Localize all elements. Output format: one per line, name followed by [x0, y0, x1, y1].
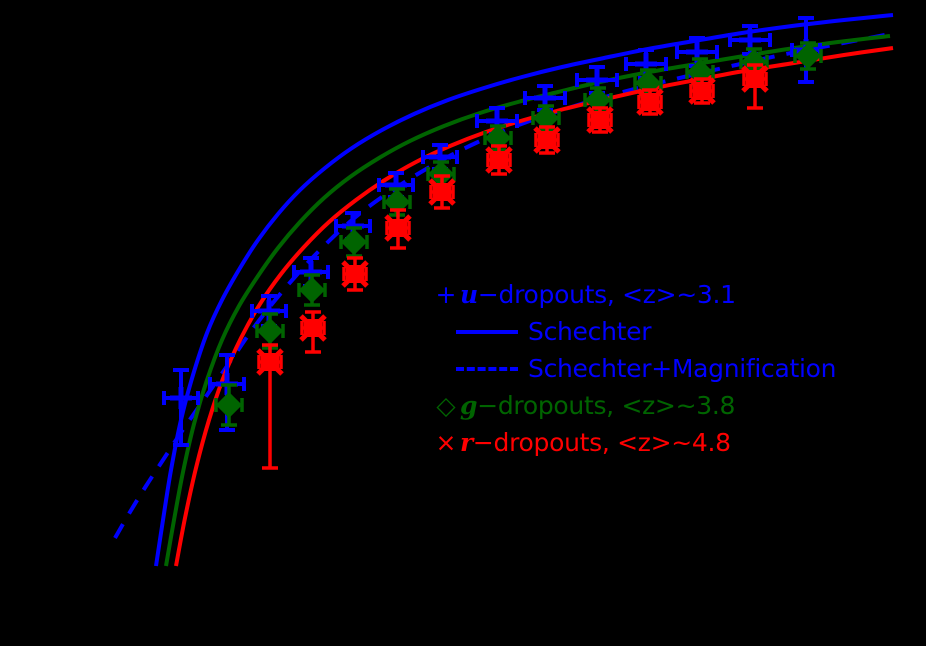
legend-text-g: −dropouts, <z>~3.8	[477, 391, 736, 420]
marker-cross	[688, 77, 716, 105]
legend-item-schechter-magnification[interactable]: Schechter+Magnification	[432, 350, 902, 387]
legend-item-g-dropouts[interactable]: ◇ g−dropouts, <z>~3.8	[432, 387, 902, 424]
legend-label-g-dropouts: g−dropouts, <z>~3.8	[460, 393, 735, 418]
marker-diamond	[794, 42, 822, 70]
legend-item-r-dropouts[interactable]: × r−dropouts, <z>~4.8	[432, 424, 902, 461]
solid-line-icon	[456, 329, 518, 334]
legend-symbol-r: r	[460, 428, 473, 457]
marker-cross	[485, 146, 513, 174]
diamond-icon: ◇	[436, 391, 456, 420]
marker-diamond	[340, 228, 368, 256]
marker-cross	[256, 348, 284, 376]
series-diamond	[214, 41, 823, 427]
marker-cross	[533, 126, 561, 154]
legend-text-r: −dropouts, <z>~4.8	[472, 428, 731, 457]
plus-icon: +	[435, 280, 457, 309]
legend-item-u-dropouts[interactable]: + u−dropouts, <z>~3.1	[432, 276, 902, 313]
curve-solid	[154, 13, 894, 567]
legend-label-schechter-magnification: Schechter+Magnification	[528, 354, 837, 383]
legend: + u−dropouts, <z>~3.1 Schechter Schechte…	[432, 276, 902, 461]
legend-label-u-dropouts: u−dropouts, <z>~3.1	[460, 282, 736, 307]
marker-diamond	[256, 317, 284, 345]
marker-diamond	[215, 391, 243, 419]
marker-diamond	[298, 276, 326, 304]
dashed-line-icon	[456, 366, 518, 371]
marker-cross	[741, 65, 769, 93]
marker-cross	[428, 178, 456, 206]
marker-cross	[384, 214, 412, 242]
series-cross-square	[256, 63, 769, 470]
legend-symbol-u: u	[460, 280, 478, 309]
legend-item-schechter[interactable]: Schechter	[432, 313, 902, 350]
legend-label-r-dropouts: r−dropouts, <z>~4.8	[460, 430, 731, 455]
marker-cross	[299, 314, 327, 342]
legend-label-schechter: Schechter	[528, 317, 652, 346]
legend-symbol-g: g	[460, 391, 478, 420]
marker-cross	[341, 260, 369, 288]
cross-icon: ×	[435, 428, 457, 457]
legend-text-u: −dropouts, <z>~3.1	[477, 280, 736, 309]
marker-cross	[586, 106, 614, 134]
marker-cross	[636, 88, 664, 116]
